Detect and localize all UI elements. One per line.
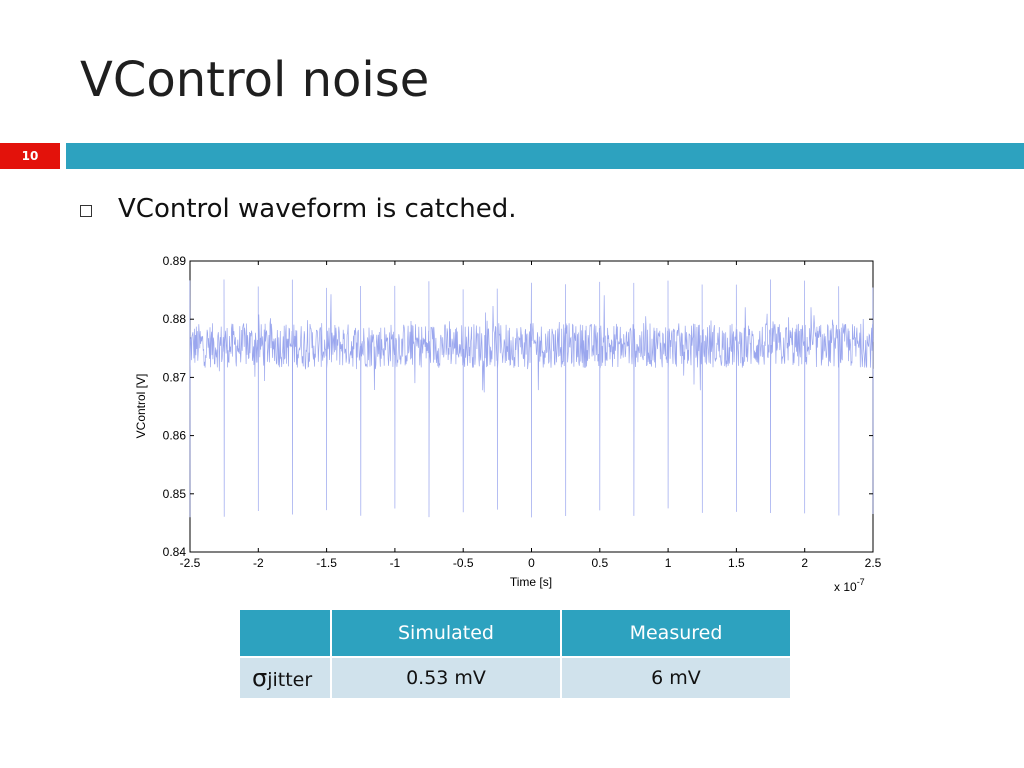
slide-number: 10 [21, 149, 39, 163]
x-tick-label: -1 [390, 556, 401, 570]
table-row: σjitter 0.53 mV 6 mV [238, 656, 792, 700]
sigma-symbol: σ [252, 664, 268, 692]
y-tick-label: 0.87 [163, 370, 187, 384]
row-label-sigma-jitter: σjitter [238, 656, 332, 700]
x-tick-label: 2.5 [865, 556, 882, 570]
x-axis-ticks: -2.5 -2 -1.5 -1 -0.5 0 0.5 1 1.5 2 2.5 [180, 261, 882, 570]
bullet-square-icon [80, 205, 92, 217]
header-cell-simulated: Simulated [330, 608, 562, 658]
slide-number-bar [0, 143, 60, 169]
slide-title: VControl noise [80, 52, 430, 108]
x-tick-label: -2.5 [180, 556, 201, 570]
y-axis-label: VControl [V] [134, 374, 148, 439]
x-tick-label: 1 [665, 556, 672, 570]
x-tick-label: -1.5 [316, 556, 337, 570]
y-tick-label: 0.86 [163, 429, 187, 443]
y-axis-ticks: 0.84 0.85 0.86 0.87 0.88 0.89 [163, 254, 873, 559]
x-tick-label: -0.5 [453, 556, 474, 570]
waveform-series [189, 279, 874, 518]
jitter-table: Simulated Measured σjitter 0.53 mV 6 mV [238, 608, 792, 700]
title-divider-bar [66, 143, 1024, 169]
table-header-row: Simulated Measured [238, 608, 792, 658]
x-tick-label: -2 [253, 556, 264, 570]
y-tick-label: 0.85 [163, 487, 187, 501]
cell-measured-value: 6 mV [560, 656, 792, 700]
y-tick-label: 0.84 [163, 545, 187, 559]
x-tick-label: 0.5 [591, 556, 608, 570]
y-tick-label: 0.88 [163, 312, 187, 326]
header-cell-empty [238, 608, 332, 658]
x-tick-label: 1.5 [728, 556, 745, 570]
cell-simulated-value: 0.53 mV [330, 656, 562, 700]
bullet-text: VControl waveform is catched. [118, 194, 517, 224]
x-axis-label: Time [s] [510, 575, 552, 589]
x-tick-label: 2 [801, 556, 808, 570]
x-tick-label: 0 [528, 556, 535, 570]
bullet-item: VControl waveform is catched. [80, 194, 517, 224]
x-exponent-label: x 10-7 [834, 577, 865, 594]
vcontrol-waveform-chart: -2.5 -2 -1.5 -1 -0.5 0 0.5 1 1.5 2 2.5 0.840.850.8… [134, 254, 882, 594]
waveform-line [189, 279, 874, 518]
y-tick-label: 0.89 [163, 254, 187, 268]
row-label-sub: jitter [267, 669, 313, 691]
header-cell-measured: Measured [560, 608, 792, 658]
